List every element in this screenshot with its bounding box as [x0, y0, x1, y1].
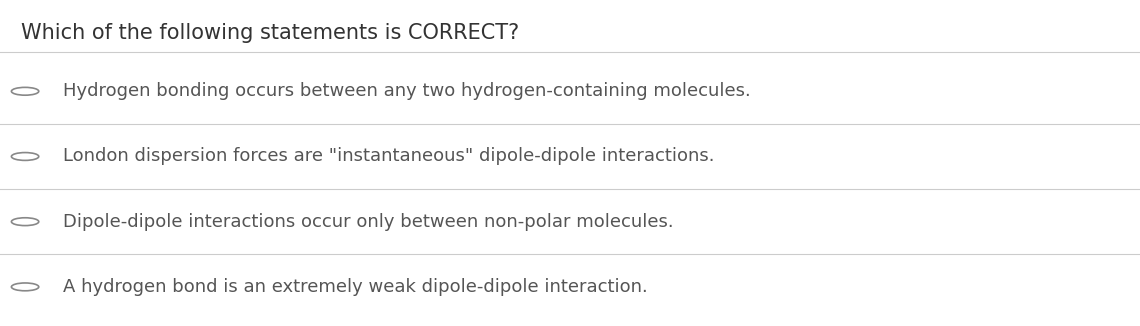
Text: Hydrogen bonding occurs between any two hydrogen-containing molecules.: Hydrogen bonding occurs between any two …: [63, 82, 750, 100]
Text: Dipole-dipole interactions occur only between non-polar molecules.: Dipole-dipole interactions occur only be…: [63, 213, 674, 231]
Text: Which of the following statements is CORRECT?: Which of the following statements is COR…: [21, 23, 519, 43]
Text: A hydrogen bond is an extremely weak dipole-dipole interaction.: A hydrogen bond is an extremely weak dip…: [63, 278, 648, 296]
Text: London dispersion forces are "instantaneous" dipole-dipole interactions.: London dispersion forces are "instantane…: [63, 147, 714, 166]
